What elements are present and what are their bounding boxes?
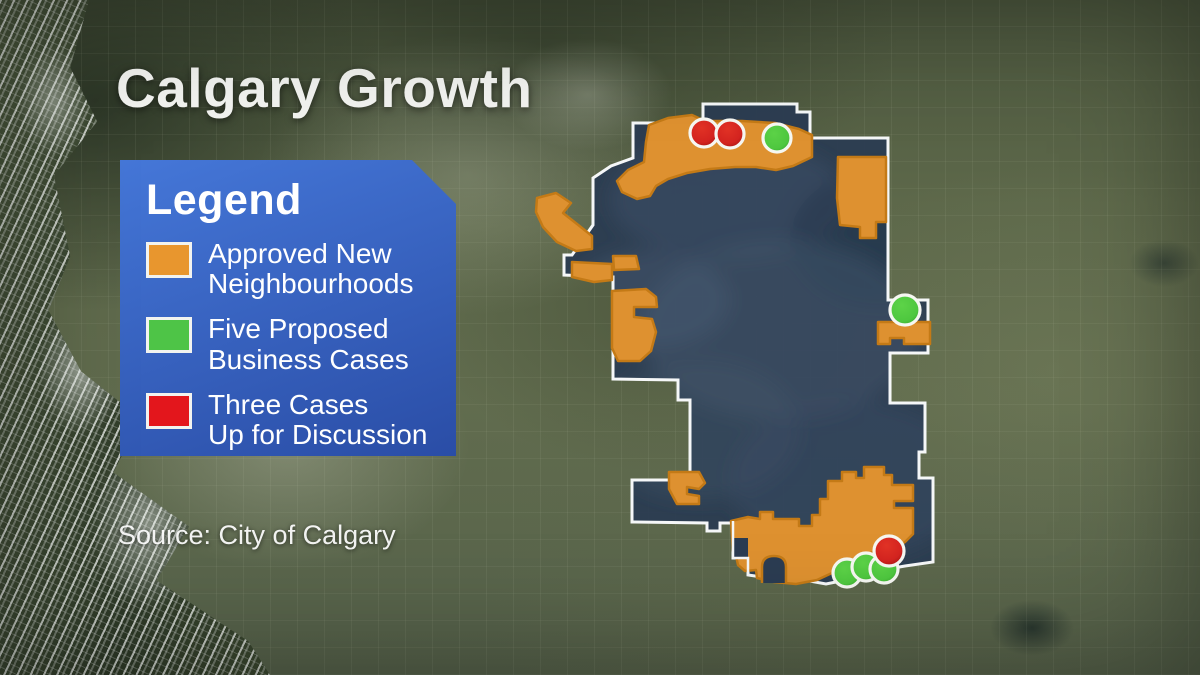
- legend-label-three-cases-up-for-discussion: Three Cases Up for Discussion: [208, 388, 428, 451]
- approved-area-9: [876, 320, 932, 346]
- approved-area-6: [610, 287, 659, 363]
- swatch-five-proposed-business-cases: [146, 317, 192, 353]
- page-title: Calgary Growth: [116, 57, 533, 119]
- source-attribution: Source: City of Calgary: [118, 520, 396, 550]
- approved-area-2: [835, 155, 888, 240]
- legend-label-approved-new-neighbourhoods: Approved New Neighbourhoods: [208, 238, 414, 300]
- green-case-marker: [888, 293, 922, 327]
- legend-item-five-proposed-business-cases: Five Proposed Business Cases: [146, 314, 456, 374]
- boundary-cutouts: [731, 521, 788, 583]
- approved-area-4: [611, 254, 641, 272]
- cutout-border-1: [731, 521, 750, 576]
- cutout-fill-2: [762, 556, 786, 583]
- case-markers: [688, 117, 922, 589]
- legend-item-approved-new-neighbourhoods: Approved New Neighbourhoods: [146, 239, 456, 299]
- red-case-marker: [872, 534, 906, 568]
- red-case-marker: [688, 117, 720, 149]
- legend-item-three-cases-up-for-discussion: Three Cases Up for Discussion: [146, 390, 456, 450]
- red-case-marker: [714, 118, 746, 150]
- legend-label-five-proposed-business-cases: Five Proposed Business Cases: [208, 313, 409, 375]
- green-case-marker: [761, 122, 793, 154]
- legend-panel: Legend Approved New Neighbourhoods Five Pr…: [120, 160, 456, 456]
- cutout-fill-1: [733, 538, 748, 558]
- cutout-border-2: [760, 554, 788, 583]
- legend-items: Approved New Neighbourhoods Five Proposed B…: [146, 239, 456, 450]
- swatch-approved-new-neighbourhoods: [146, 242, 192, 278]
- swatch-three-cases-up-for-discussion: [146, 393, 192, 429]
- approved-area-3: [534, 191, 594, 253]
- approved-area-7: [667, 470, 707, 506]
- approved-area-5: [570, 260, 614, 284]
- legend-heading: Legend: [146, 176, 302, 224]
